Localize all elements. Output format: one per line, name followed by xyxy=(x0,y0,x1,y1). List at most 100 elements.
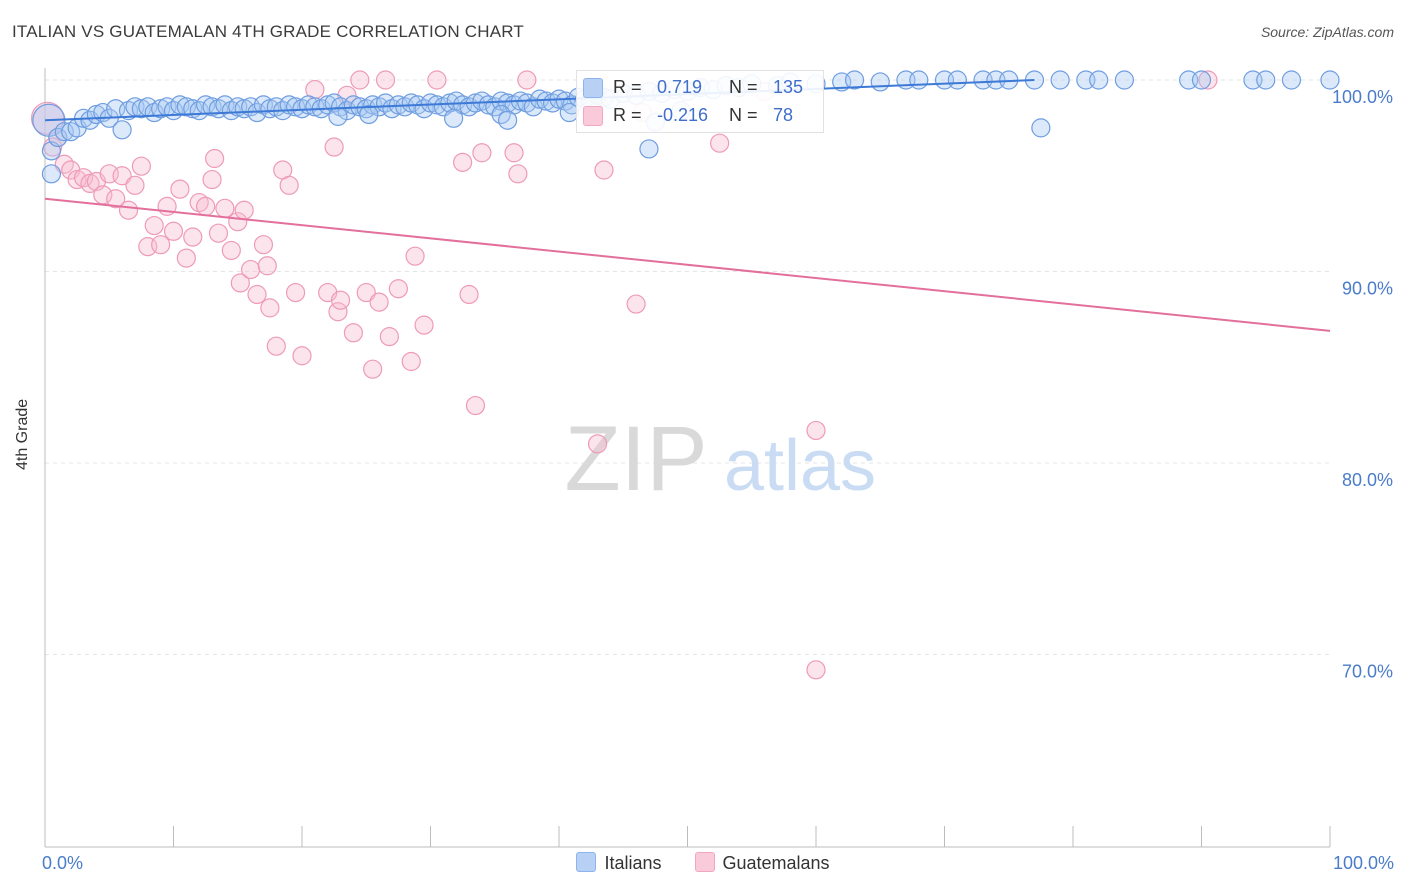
guatemalans-point xyxy=(257,256,277,276)
stats-box: R = 0.719 N = 135 R = -0.216 N = 78 xyxy=(576,70,824,133)
guatemalans-point xyxy=(221,240,241,261)
guatemalans-point xyxy=(144,215,164,236)
guatemalans-point xyxy=(427,70,447,90)
y-tick-label-80: 80.0% xyxy=(1342,470,1393,490)
gridlines xyxy=(45,79,1330,655)
guatemalans-point xyxy=(30,101,65,135)
source-credit: Source: ZipAtlas.com xyxy=(1260,24,1394,40)
guatemalans-point xyxy=(363,359,383,379)
italians-points xyxy=(32,70,1340,184)
italians-trend-line xyxy=(44,79,1035,122)
guatemalans-point xyxy=(350,70,370,90)
guatemalans-point xyxy=(587,434,608,454)
italians-point xyxy=(41,164,62,184)
axes xyxy=(44,68,1331,848)
chart-title: ITALIAN VS GUATEMALAN 4TH GRADE CORRELAT… xyxy=(12,22,525,41)
guatemalans-trend-line xyxy=(44,197,1331,332)
watermark: ZIP atlas xyxy=(564,408,876,510)
guatemalans-point xyxy=(112,166,132,186)
stats-row-guatemalans: R = -0.216 N = 78 xyxy=(577,102,823,130)
guatemalans-point xyxy=(1198,70,1218,90)
stats-swatch-guatemalans xyxy=(583,106,603,126)
italians-point xyxy=(1320,70,1340,90)
legend-item-italians[interactable]: Italians xyxy=(576,852,661,874)
guatemalans-point xyxy=(202,169,222,190)
italians-point xyxy=(498,110,518,130)
guatemalans-point xyxy=(508,164,528,184)
stats-r-label-guatemalans: R = xyxy=(613,105,642,125)
guatemalans-point xyxy=(453,152,473,172)
guatemalans-point xyxy=(196,196,216,216)
y-tick-label-70: 70.0% xyxy=(1342,662,1393,682)
italians-point xyxy=(328,106,348,126)
stats-n-label-guatemalans: N = xyxy=(729,105,758,125)
guatemalans-points xyxy=(30,70,1218,680)
guatemalans-point xyxy=(292,346,312,366)
italians-point xyxy=(1031,118,1051,138)
guatemalans-point xyxy=(163,221,184,241)
watermark-atlas: atlas xyxy=(724,426,876,506)
italians-point xyxy=(639,139,659,159)
italians-point xyxy=(1281,70,1302,90)
y-tick-labels: 100.0% 90.0% 80.0% 70.0% xyxy=(1332,87,1393,682)
guatemalans-point xyxy=(285,282,306,303)
italians-point xyxy=(112,120,132,140)
italians-point xyxy=(870,72,890,92)
guatemalans-point xyxy=(247,284,267,305)
guatemalans-point xyxy=(253,235,274,255)
guatemalans-point xyxy=(504,143,524,163)
guatemalans-point xyxy=(183,227,203,247)
guatemalans-point xyxy=(234,200,254,220)
stats-row-italians: R = 0.719 N = 135 xyxy=(577,74,823,102)
legend-swatch-italians xyxy=(576,852,597,873)
stats-r-value-italians: 0.719 xyxy=(657,77,703,97)
legend-label-italians: Italians xyxy=(604,853,662,874)
guatemalans-point xyxy=(241,259,261,280)
legend-swatch-guatemalans xyxy=(694,852,715,873)
guatemalans-point xyxy=(118,200,139,220)
italians-point xyxy=(844,70,865,90)
guatemalans-point xyxy=(626,294,646,314)
guatemalans-point xyxy=(517,70,537,90)
legend-item-guatemalans[interactable]: Guatemalans xyxy=(694,852,830,874)
guatemalans-point xyxy=(324,137,344,157)
guatemalans-point xyxy=(465,395,486,416)
guatemalans-point xyxy=(369,292,389,312)
guatemalans-point xyxy=(594,160,614,180)
trend-lines xyxy=(44,79,1331,332)
guatemalans-point xyxy=(266,336,286,356)
guatemalans-point xyxy=(806,660,826,680)
guatemalans-point xyxy=(405,246,425,266)
stats-n-label-italians: N = xyxy=(729,77,758,97)
italians-point xyxy=(444,108,464,128)
italians-point xyxy=(1114,70,1135,90)
legend-label-guatemalans: Guatemalans xyxy=(722,853,830,874)
guatemalans-point xyxy=(328,302,348,322)
stats-n-value-italians: 135 xyxy=(773,77,804,97)
guatemalans-point xyxy=(215,198,235,218)
guatemalans-point xyxy=(401,351,421,372)
guatemalans-point xyxy=(710,133,730,153)
guatemalans-point xyxy=(356,282,376,303)
guatemalans-point xyxy=(125,175,145,195)
guatemalans-point xyxy=(230,273,250,293)
guatemalans-point xyxy=(388,279,408,299)
y-tick-label-100: 100.0% xyxy=(1332,87,1393,107)
x-tick-min: 0.0% xyxy=(42,853,84,873)
italians-point xyxy=(1050,70,1070,90)
stats-r-label-italians: R = xyxy=(613,77,642,97)
legend: Italians Guatemalans xyxy=(0,852,1406,874)
guatemalans-point xyxy=(279,175,299,195)
guatemalans-point xyxy=(343,323,363,343)
italians-point xyxy=(1256,70,1276,90)
guatemalans-point xyxy=(379,327,399,347)
italians-point xyxy=(947,70,967,90)
italians-point xyxy=(359,104,379,125)
guatemalans-point xyxy=(170,179,190,199)
y-tick-label-90: 90.0% xyxy=(1342,279,1393,299)
stats-n-value-guatemalans: 78 xyxy=(773,105,794,125)
guatemalans-point xyxy=(176,248,196,268)
guatemalans-point xyxy=(806,420,826,441)
guatemalans-point xyxy=(472,143,492,163)
